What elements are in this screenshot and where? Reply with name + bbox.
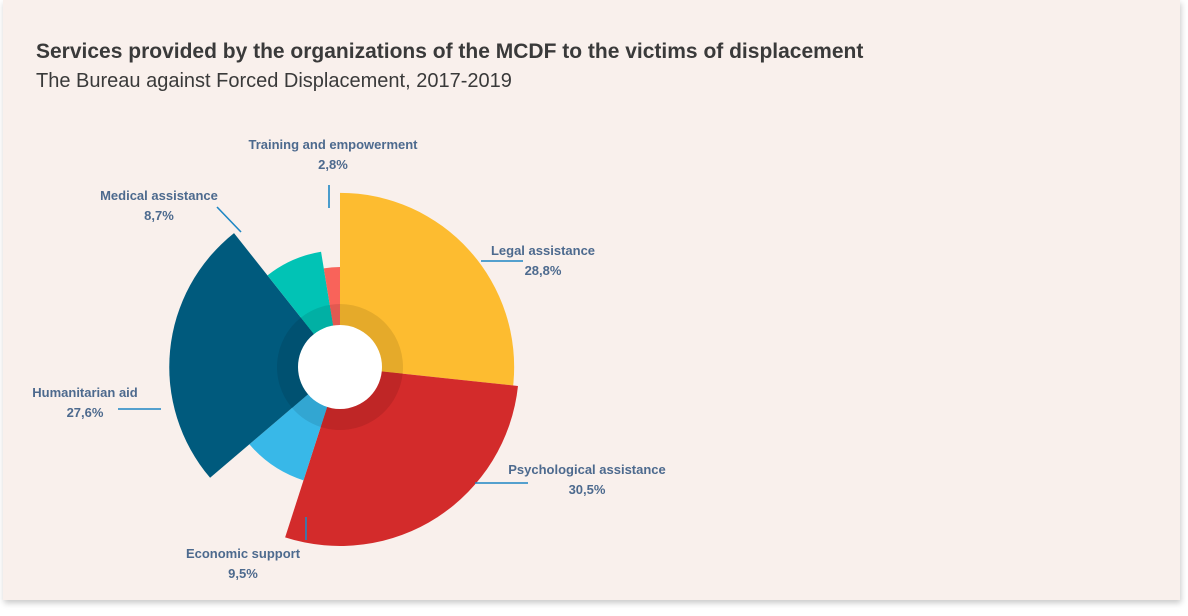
slice-value-economic-support: 9,5% bbox=[228, 566, 258, 581]
leader-line-medical-assistance bbox=[216, 206, 242, 233]
pie-chart: Legal assistance 28,8% Psychological assis… bbox=[32, 137, 666, 581]
labels-group: Legal assistance 28,8% Psychological assis… bbox=[32, 137, 666, 581]
donut-hole bbox=[298, 325, 382, 409]
pie-slice-humanitarian-aid[interactable] bbox=[169, 233, 340, 478]
slice-value-medical-assistance: 8,7% bbox=[144, 208, 174, 223]
slice-label-training-and-empowerment: Training and empowerment bbox=[248, 137, 418, 152]
chart-card: Services provided by the organizations o… bbox=[3, 0, 1180, 600]
slice-label-psychological-assistance: Psychological assistance bbox=[508, 462, 666, 477]
chart-subtitle: The Bureau against Forced Displacement, … bbox=[36, 70, 512, 92]
chart-title: Services provided by the organizations o… bbox=[36, 40, 864, 63]
slice-value-psychological-assistance: 30,5% bbox=[569, 482, 606, 497]
slice-label-economic-support: Economic support bbox=[186, 546, 301, 561]
slice-value-legal-assistance: 28,8% bbox=[525, 263, 562, 278]
slice-label-medical-assistance: Medical assistance bbox=[100, 188, 218, 203]
slice-value-training-and-empowerment: 2,8% bbox=[318, 157, 348, 172]
slice-label-legal-assistance: Legal assistance bbox=[491, 243, 595, 258]
slice-label-humanitarian-aid: Humanitarian aid bbox=[32, 385, 138, 400]
slice-value-humanitarian-aid: 27,6% bbox=[67, 405, 104, 420]
